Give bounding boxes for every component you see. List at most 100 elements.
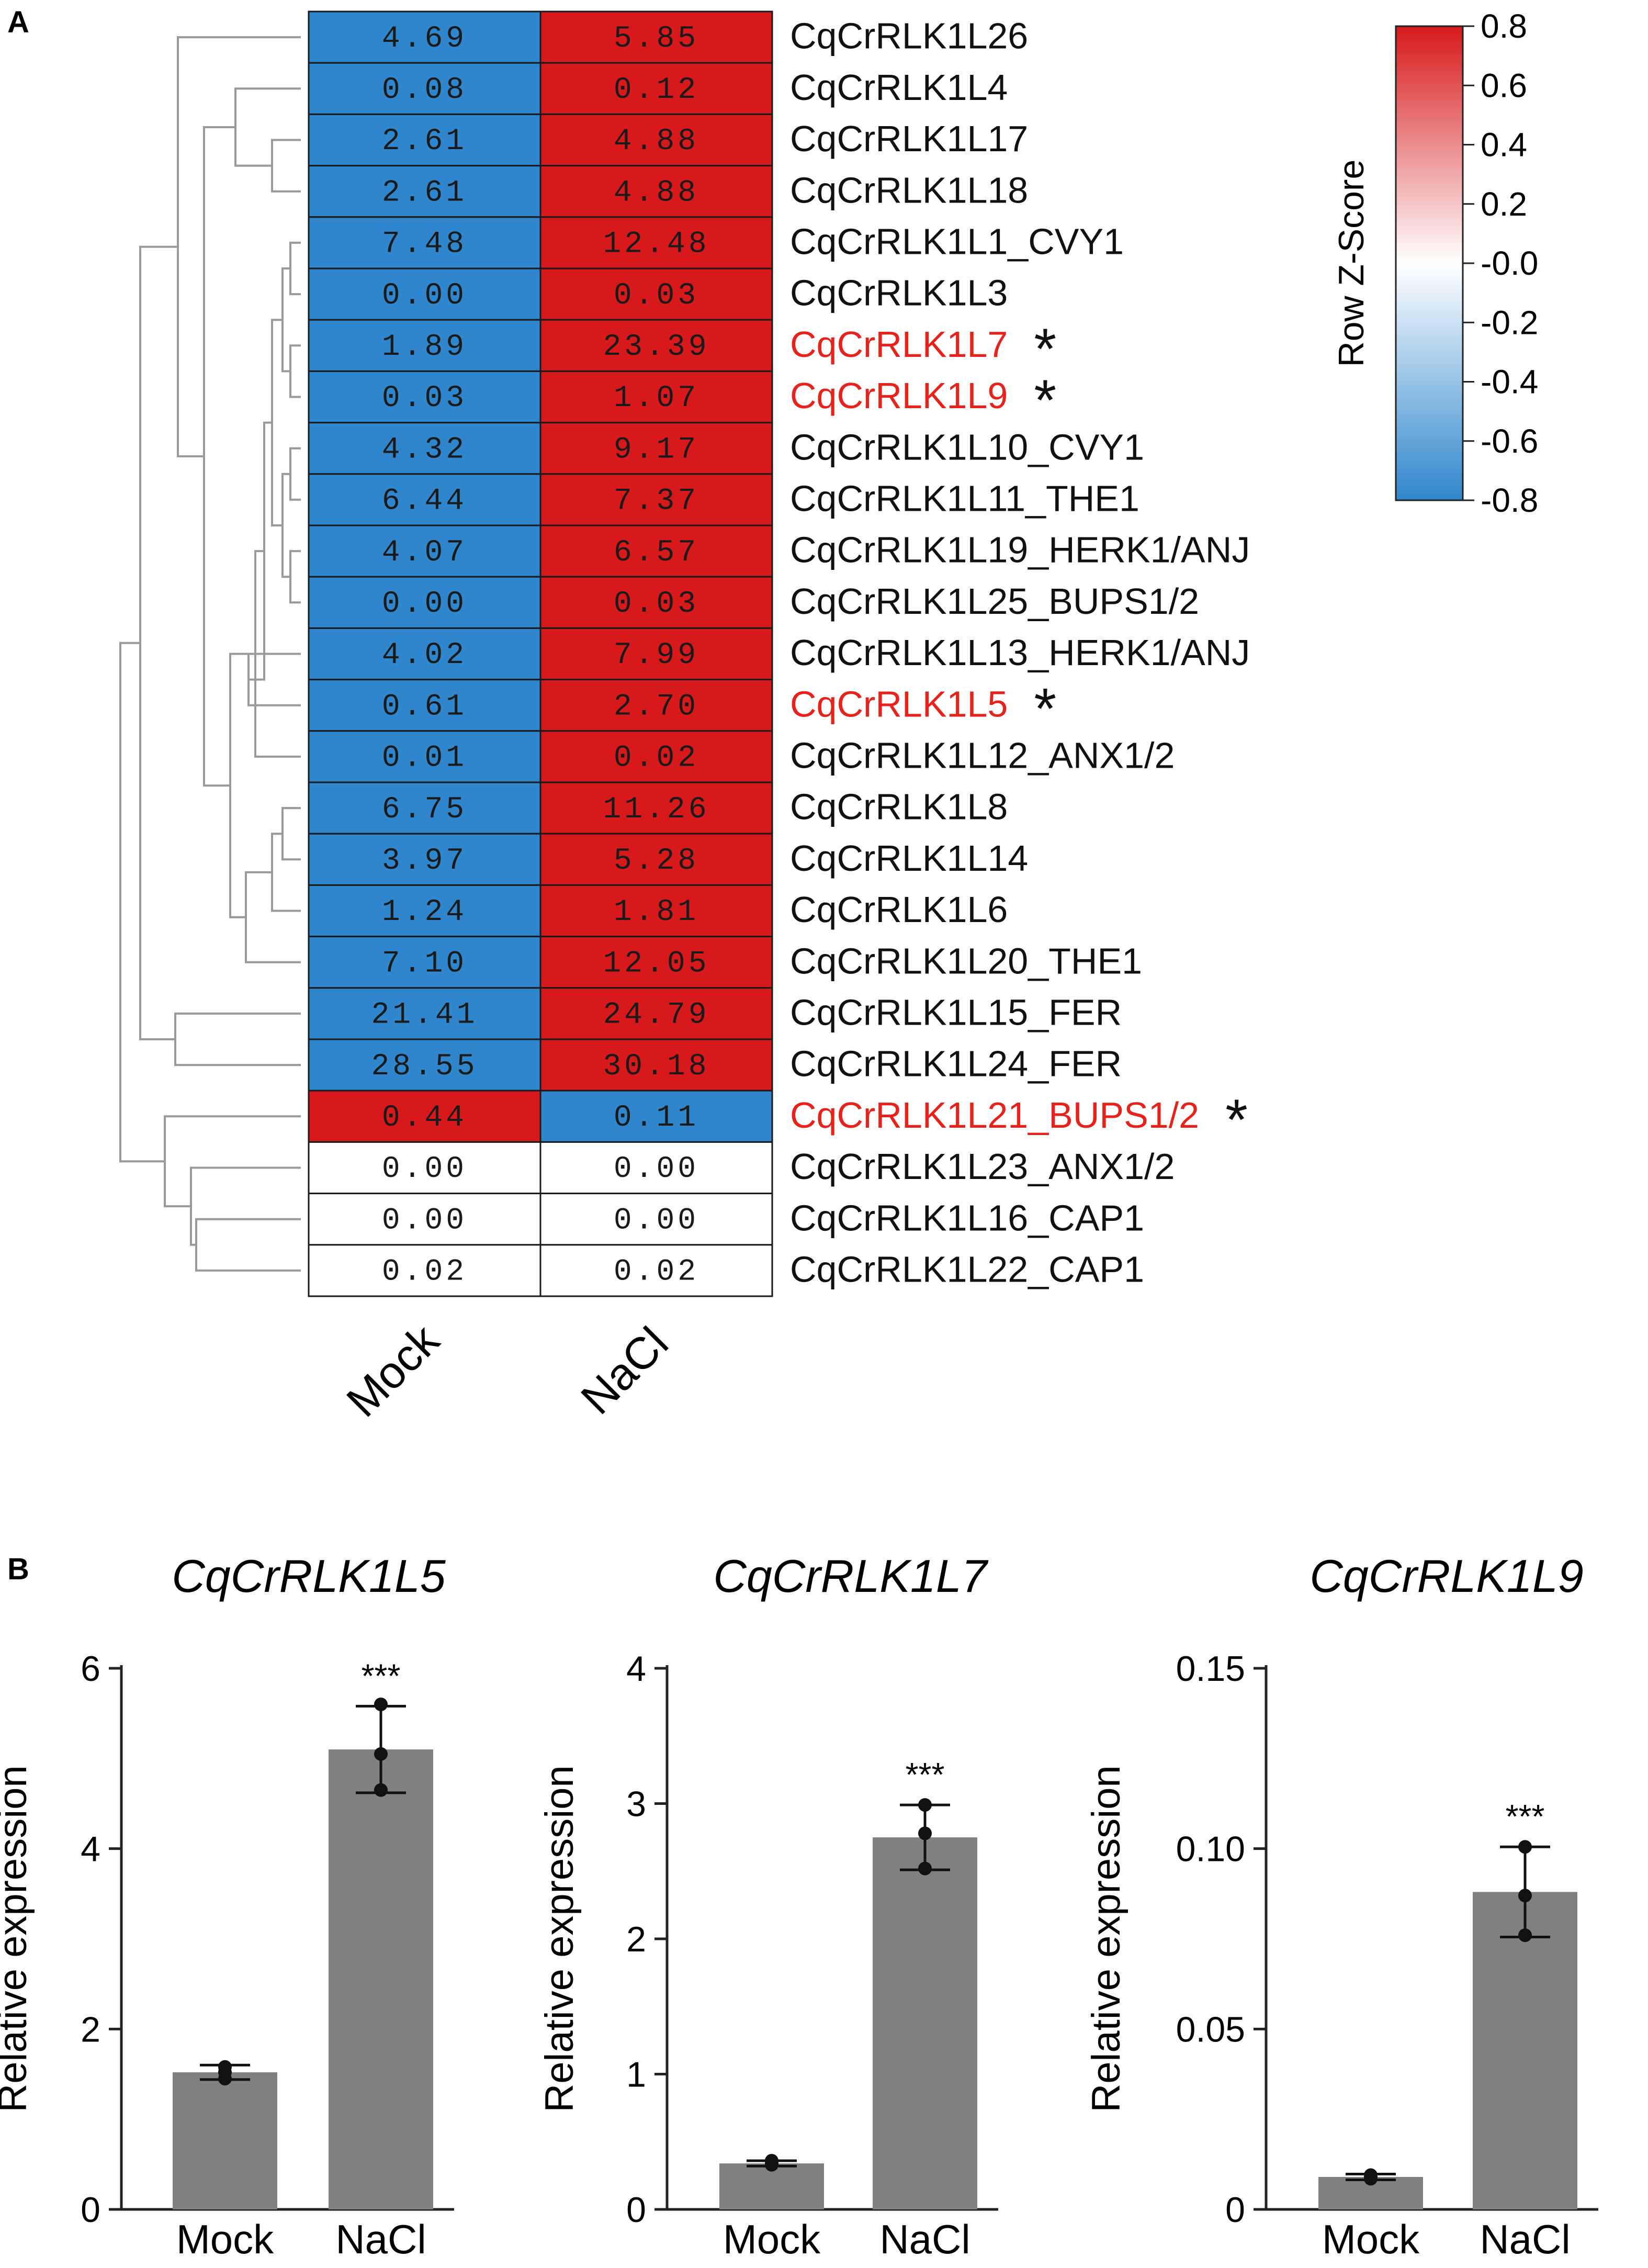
colorbar-gradient bbox=[1395, 25, 1464, 501]
dendrogram-branch bbox=[281, 473, 290, 578]
heatmap-cell-value: 4.07 bbox=[382, 536, 467, 570]
heatmap-column-label: Mock bbox=[337, 1315, 449, 1427]
colorbar-tick-label: 0.2 bbox=[1481, 185, 1527, 223]
heatmap-cell-value: 0.00 bbox=[382, 279, 467, 313]
colorbar-tick-label: -0.8 bbox=[1481, 481, 1538, 519]
gene-label: CqCrRLK1L9 bbox=[790, 375, 1008, 416]
y-axis-label: Relative expression bbox=[1084, 1765, 1128, 2112]
significance-asterisk: * bbox=[1034, 368, 1056, 433]
y-tick-label: 2 bbox=[626, 1919, 646, 1959]
gene-label: CqCrRLK1L21_BUPS1/2 bbox=[790, 1095, 1199, 1136]
bar-charts: CqCrRLK1L5 0 2 4 6 Relative expression Mock NaC… bbox=[0, 1550, 1598, 2262]
heatmap-cell bbox=[539, 216, 773, 270]
dendrogram-branch bbox=[234, 87, 301, 167]
data-point bbox=[918, 1826, 932, 1840]
bar-chart-2: CqCrRLK1L7 0 1 2 3 4 Relative expression Mock Na… bbox=[537, 1550, 998, 2262]
gene-label: CqCrRLK1L24_FER bbox=[790, 1043, 1122, 1084]
heatmap-cell-value: 0.03 bbox=[382, 381, 467, 416]
y-tick-label: 2 bbox=[81, 2009, 100, 2049]
bar-chart-title: CqCrRLK1L9 bbox=[1310, 1550, 1583, 1602]
heatmap-cell-value: 24.79 bbox=[603, 998, 709, 1032]
heatmap-cell bbox=[539, 422, 773, 475]
gene-label: CqCrRLK1L10_CVY1 bbox=[790, 426, 1144, 467]
colorbar-tick-label: 0.4 bbox=[1481, 126, 1527, 164]
gene-label: CqCrRLK1L13_HERK1/ANJ bbox=[790, 632, 1250, 673]
data-point bbox=[1364, 2168, 1378, 2182]
dendrogram-branch bbox=[271, 139, 301, 193]
heatmap-cell-value: 0.61 bbox=[382, 690, 467, 724]
heatmap-cell-value: 21.41 bbox=[371, 998, 478, 1032]
colorbar-tick-label: 0.6 bbox=[1481, 66, 1527, 104]
heatmap-cell-value: 4.69 bbox=[382, 22, 467, 56]
dendrogram-branch bbox=[281, 267, 290, 373]
colorbar-tick-label: -0.2 bbox=[1481, 304, 1538, 341]
dendrogram-branch bbox=[289, 344, 301, 398]
gene-label: CqCrRLK1L19_HERK1/ANJ bbox=[790, 530, 1250, 570]
heatmap-cell-value: 9.17 bbox=[614, 433, 699, 467]
heatmap-cell bbox=[539, 679, 773, 732]
heatmap-cell bbox=[539, 113, 773, 167]
data-point bbox=[918, 1861, 932, 1876]
dendrogram-branch bbox=[289, 447, 301, 501]
dendrogram-branch bbox=[271, 319, 283, 526]
heatmap-cell bbox=[539, 1038, 773, 1092]
dendrogram-branch bbox=[139, 245, 178, 1040]
heatmap-cell-value: 4.88 bbox=[614, 125, 699, 159]
x-tick-label: NaCl bbox=[879, 2216, 970, 2262]
bar bbox=[1473, 1892, 1577, 2209]
dendrogram-branch bbox=[245, 871, 301, 963]
heatmap-cell-value: 0.02 bbox=[382, 1255, 467, 1289]
dendrogram-branch bbox=[177, 36, 301, 458]
significance-label: *** bbox=[362, 1657, 401, 1694]
heatmap-cell bbox=[539, 1141, 773, 1195]
bar-chart-3: CqCrRLK1L9 0 0.05 0.10 0.15 Relative expressi… bbox=[1084, 1550, 1598, 2262]
y-tick-label: 0 bbox=[81, 2190, 100, 2230]
heatmap-cell-value: 2.61 bbox=[382, 125, 467, 159]
heatmap-cell-value: 0.00 bbox=[614, 1152, 699, 1186]
data-point bbox=[218, 2060, 232, 2074]
heatmap-cell-value: 7.37 bbox=[614, 485, 699, 519]
heatmap-cell bbox=[308, 113, 541, 167]
gene-label: CqCrRLK1L16_CAP1 bbox=[790, 1197, 1144, 1238]
colorbar-tick-label: -0.4 bbox=[1481, 363, 1538, 401]
heatmap-cell bbox=[308, 987, 541, 1040]
y-tick-label: 0 bbox=[1225, 2190, 1245, 2230]
heatmap-cell-value: 7.48 bbox=[382, 228, 467, 262]
heatmap-cell-value: 11.26 bbox=[603, 793, 709, 827]
colorbar-tick-label: -0.0 bbox=[1481, 244, 1538, 282]
x-tick-label: NaCl bbox=[1480, 2216, 1570, 2262]
significance-label: *** bbox=[1506, 1798, 1545, 1835]
heatmap-cell-value: 0.08 bbox=[382, 73, 467, 107]
gene-label: CqCrRLK1L8 bbox=[790, 787, 1008, 827]
heatmap-cell-value: 2.61 bbox=[382, 176, 467, 210]
bar bbox=[329, 1749, 433, 2209]
dendrogram-branch bbox=[119, 642, 165, 1163]
heatmap-cell-value: 5.28 bbox=[614, 844, 699, 878]
bar-chart-title: CqCrRLK1L7 bbox=[713, 1550, 988, 1602]
data-point bbox=[918, 1798, 932, 1812]
heatmap-cell-value: 0.02 bbox=[614, 1255, 699, 1289]
heatmap-cell bbox=[308, 62, 541, 115]
heatmap-cell bbox=[308, 1038, 541, 1092]
heatmap-cell bbox=[308, 576, 541, 629]
heatmap-column-labels: Mock NaCl bbox=[337, 1315, 678, 1427]
heatmap-grid: 4.69 5.85 CqCrRLK1L26 0.08 0.12 CqCrRLK1L4 2.6… bbox=[308, 10, 1250, 1297]
panel-a-label: A bbox=[7, 5, 29, 39]
heatmap-cell bbox=[308, 1244, 541, 1297]
heatmap-cell bbox=[539, 319, 773, 372]
gene-label: CqCrRLK1L11_THE1 bbox=[790, 478, 1139, 519]
panel-b-label: B bbox=[7, 1552, 29, 1586]
dendrogram-branch bbox=[195, 1218, 301, 1272]
heatmap-cell bbox=[539, 730, 773, 783]
bar bbox=[173, 2072, 277, 2209]
heatmap-cell-value: 0.03 bbox=[614, 279, 699, 313]
gene-label: CqCrRLK1L14 bbox=[790, 838, 1028, 879]
heatmap-cell-value: 6.57 bbox=[614, 536, 699, 570]
heatmap-cell-value: 4.32 bbox=[382, 433, 467, 467]
x-tick-label: NaCl bbox=[335, 2216, 426, 2262]
heatmap-cell bbox=[539, 1244, 773, 1297]
y-tick-label: 0 bbox=[626, 2190, 646, 2230]
heatmap-cell bbox=[308, 524, 541, 578]
gene-label: CqCrRLK1L1_CVY1 bbox=[790, 221, 1124, 262]
